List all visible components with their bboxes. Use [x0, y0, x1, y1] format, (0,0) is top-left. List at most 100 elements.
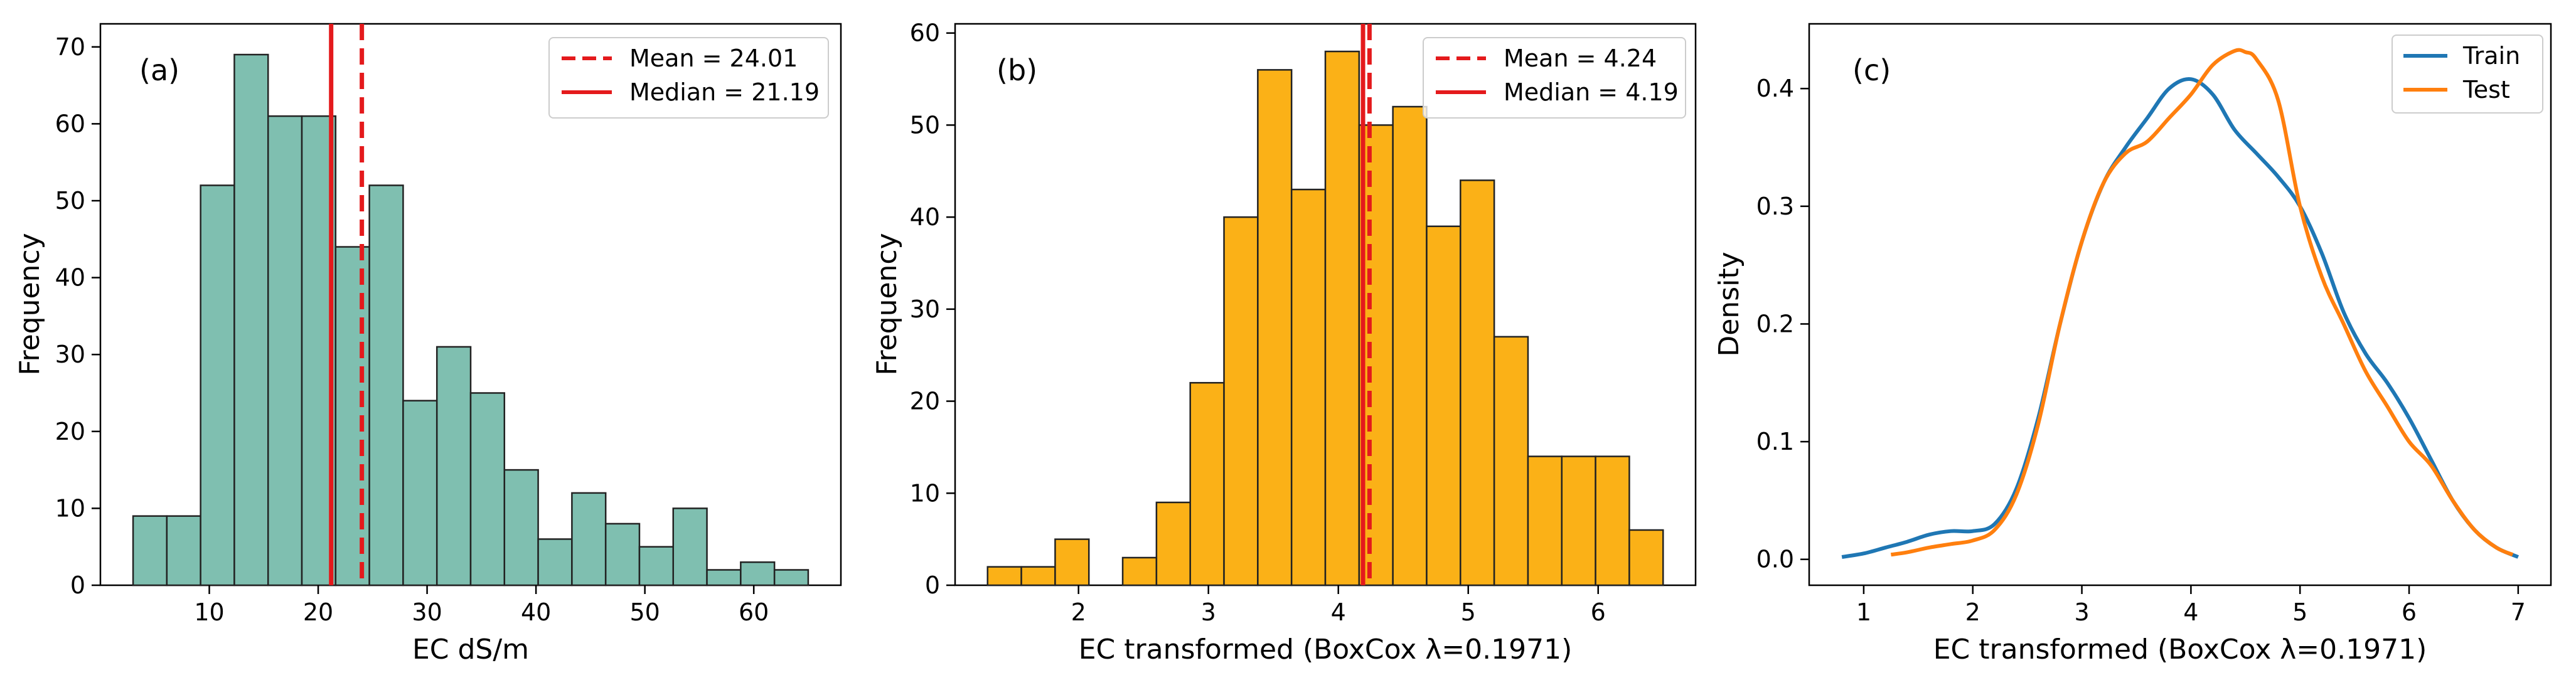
- legend-label-mean-b: Mean = 4.24: [1504, 45, 1657, 72]
- histogram-bar: [166, 515, 201, 586]
- histogram-bar: [773, 569, 810, 586]
- density-lines-c: [1841, 48, 2520, 559]
- histogram-bar: [638, 546, 675, 586]
- histogram-bar: [1628, 529, 1664, 586]
- bars-b: [986, 50, 1664, 586]
- histogram-bar: [200, 184, 235, 586]
- bars-a: [132, 53, 810, 586]
- histogram-bar: [368, 184, 404, 586]
- legend-label-test: Test: [2462, 76, 2510, 104]
- x-tick-label: 10: [194, 598, 224, 626]
- histogram-bar: [1324, 50, 1360, 586]
- x-ticks-c: 1 2 3 4 5 6 7: [1856, 585, 2526, 626]
- y-axis-label-c: Density: [1713, 252, 1745, 356]
- y-tick-label: 10: [910, 479, 940, 507]
- x-axis-label-c: EC transformed (BoxCox λ=0.1971): [1933, 634, 2427, 666]
- histogram-bar: [1527, 455, 1563, 586]
- y-tick-label: 0.4: [1756, 75, 1794, 102]
- panel-label-a: (a): [139, 53, 179, 87]
- x-tick-label: 4: [2183, 598, 2198, 626]
- histogram-bar: [537, 538, 573, 586]
- panel-label-c: (c): [1852, 53, 1891, 87]
- legend-box-b: [1423, 37, 1686, 119]
- x-tick-label: 60: [739, 598, 769, 626]
- x-tick-label: 4: [1331, 598, 1346, 626]
- histogram-bar: [740, 561, 776, 586]
- x-tick-label: 20: [303, 598, 333, 626]
- histogram-bar: [1054, 538, 1090, 586]
- histogram-bar: [986, 566, 1022, 586]
- y-tick-label: 20: [55, 418, 85, 445]
- x-tick-label: 3: [2074, 598, 2089, 626]
- histogram-panel-b: 2 3 4 5 6 0 10 20 30 40 50 60 (b) EC transformed (…: [871, 19, 1697, 666]
- stat-lines-a: [329, 24, 365, 585]
- y-tick-label: 0.2: [1756, 310, 1794, 337]
- histogram-bar: [402, 400, 438, 586]
- y-tick-label: 0.3: [1756, 193, 1794, 220]
- histogram-bar: [1020, 566, 1056, 586]
- x-tick-label: 5: [1461, 598, 1476, 626]
- y-axis-label-b: Frequency: [871, 233, 903, 375]
- histogram-bar: [1121, 556, 1158, 586]
- y-tick-label: 70: [55, 33, 85, 61]
- histogram-bar: [267, 115, 303, 586]
- histogram-bar: [1426, 225, 1462, 586]
- histogram-bar: [233, 53, 269, 586]
- x-ticks-b: 2 3 4 5 6: [1071, 585, 1606, 626]
- histogram-bar: [132, 515, 168, 586]
- y-tick-label: 30: [910, 295, 940, 323]
- panel-label-b: (b): [997, 53, 1037, 87]
- stat-lines-b: [1360, 24, 1372, 585]
- legend-label-train: Train: [2462, 42, 2520, 70]
- histogram-bar: [706, 569, 742, 586]
- x-tick-label: 7: [2511, 598, 2526, 626]
- x-tick-label: 2: [1965, 598, 1980, 626]
- histogram-bar: [672, 507, 708, 586]
- x-tick-label: 50: [629, 598, 660, 626]
- y-tick-label: 60: [55, 110, 85, 137]
- histogram-bar: [1223, 216, 1259, 586]
- histogram-bar: [503, 469, 539, 586]
- legend-label-mean-a: Mean = 24.01: [629, 45, 798, 72]
- density-curve-test: [1890, 48, 2514, 557]
- x-tick-label: 5: [2292, 598, 2307, 626]
- legend-label-median-b: Median = 4.19: [1504, 78, 1679, 106]
- legend-c: Train Test: [2392, 34, 2543, 114]
- legend-b: Mean = 4.24 Median = 4.19: [1423, 37, 1686, 119]
- histogram-bar: [1189, 381, 1225, 586]
- x-tick-label: 6: [2402, 598, 2417, 626]
- legend-label-median-a: Median = 21.19: [629, 78, 820, 106]
- y-axis-label-a: Frequency: [14, 233, 46, 375]
- legend-a: Mean = 24.01 Median = 21.19: [548, 37, 829, 119]
- histogram-bar: [604, 523, 641, 586]
- histogram-bar: [436, 346, 472, 586]
- y-tick-label: 40: [55, 264, 85, 292]
- y-tick-label: 50: [910, 111, 940, 139]
- y-tick-label: 0: [70, 571, 85, 599]
- x-tick-label: 3: [1201, 598, 1216, 626]
- x-tick-label: 2: [1071, 598, 1086, 626]
- x-tick-label: 30: [412, 598, 442, 626]
- histogram-bar: [1493, 336, 1529, 586]
- x-axis-label-b: EC transformed (BoxCox λ=0.1971): [1079, 634, 1573, 666]
- y-tick-label: 30: [55, 341, 85, 368]
- y-tick-label: 20: [910, 388, 940, 415]
- histogram-bar: [1561, 455, 1596, 586]
- y-tick-label: 40: [910, 203, 940, 231]
- x-tick-label: 1: [1856, 598, 1871, 626]
- y-ticks-b: 0 10 20 30 40 50 60: [910, 19, 955, 599]
- x-ticks-a: 10 20 30 40 50 60: [194, 585, 769, 626]
- y-ticks-a: 0 10 20 30 40 50 60 70: [55, 33, 100, 599]
- histogram-bar: [1290, 188, 1327, 586]
- histogram-bar: [334, 246, 370, 586]
- y-tick-label: 60: [910, 19, 940, 47]
- x-tick-label: 40: [521, 598, 551, 626]
- histogram-bar: [1392, 105, 1428, 586]
- y-tick-label: 0.0: [1756, 546, 1794, 573]
- y-tick-label: 0: [925, 571, 940, 599]
- histogram-bar: [1257, 69, 1293, 586]
- histogram-bar: [571, 492, 607, 586]
- y-tick-label: 50: [55, 187, 85, 215]
- density-panel-c: 1 2 3 4 5 6 7 0.0 0.1 0.2 0.3 0.4 (c) EC transform…: [1713, 23, 2552, 666]
